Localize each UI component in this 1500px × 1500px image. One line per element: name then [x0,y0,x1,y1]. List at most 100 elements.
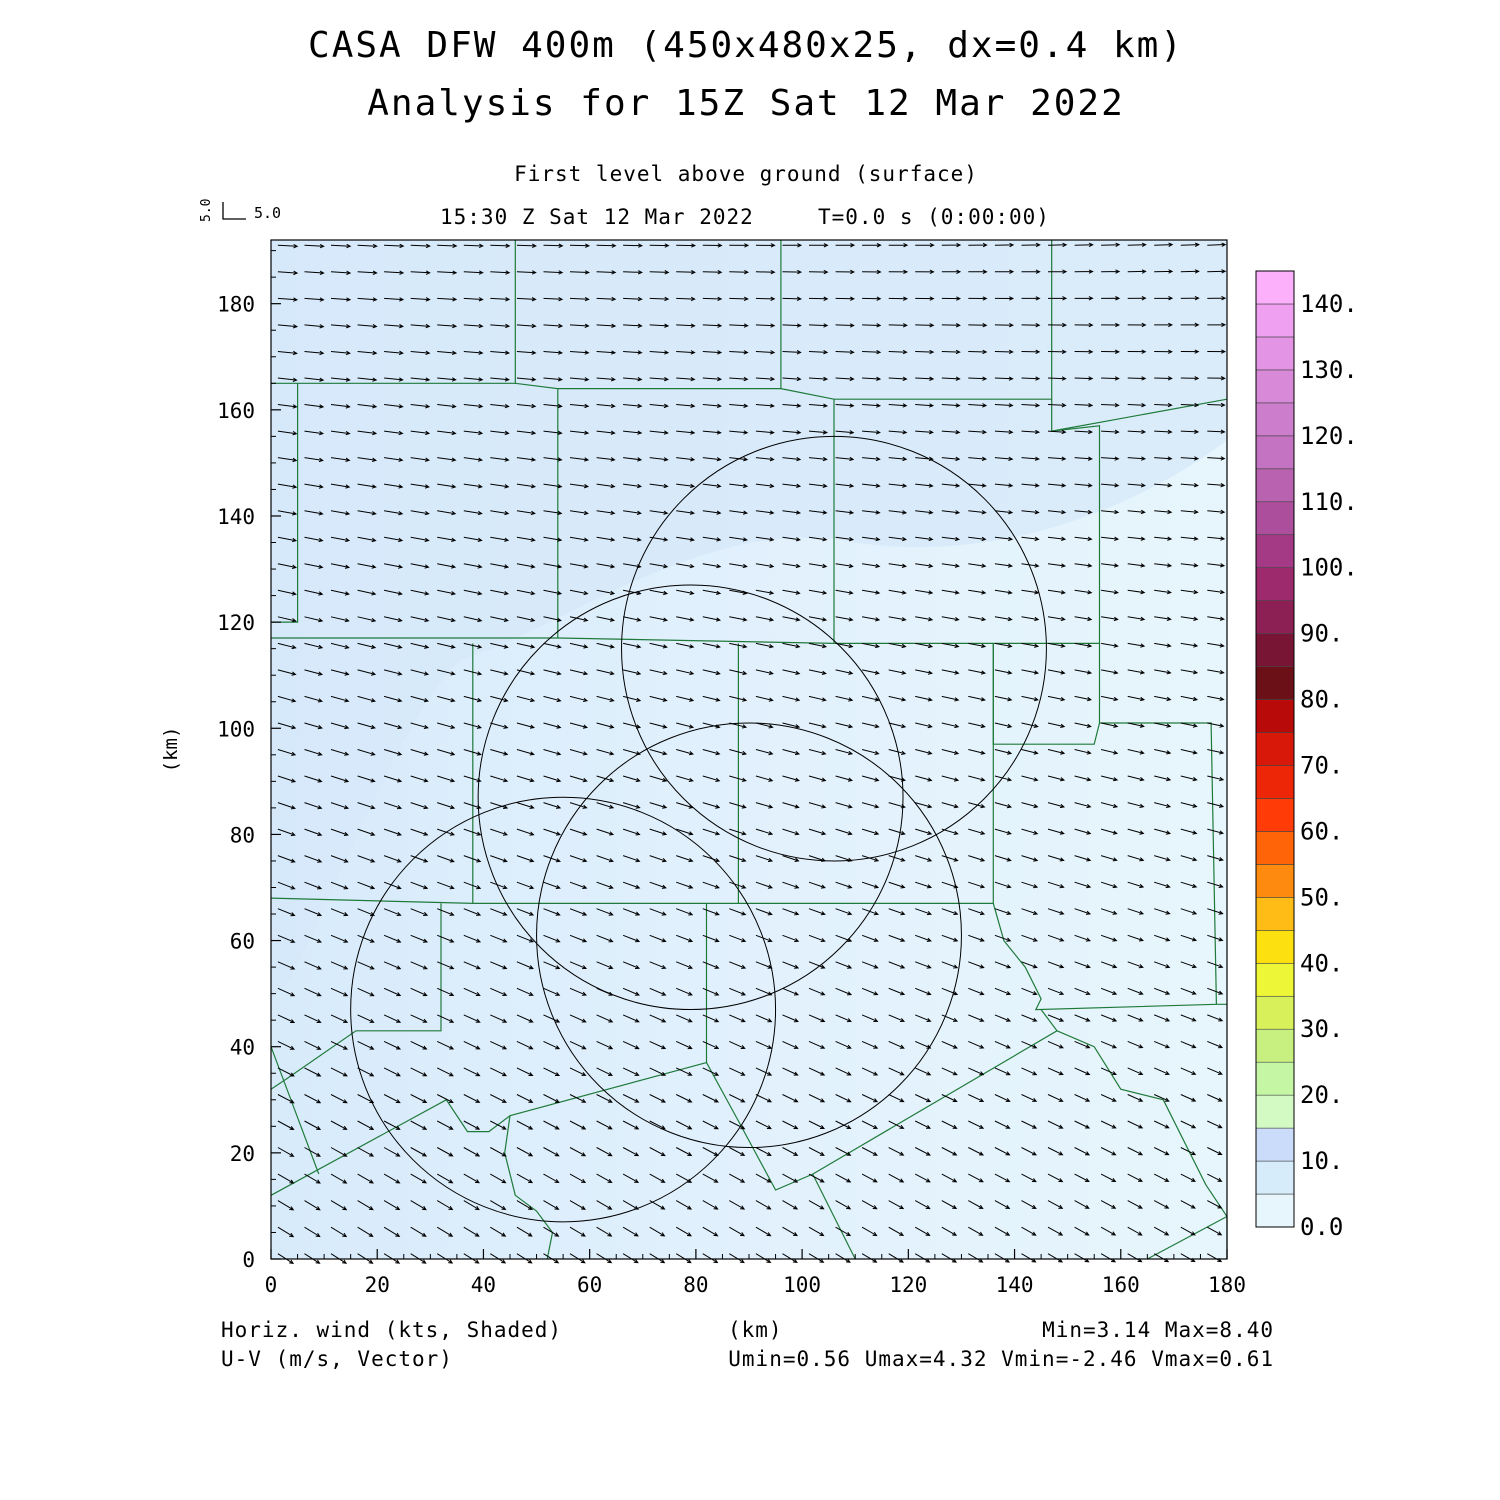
wind-vector [941,456,961,462]
wind-vector [1047,1040,1064,1049]
wind-vector [782,669,801,675]
wind-vector [702,855,721,863]
wind-vector [782,269,803,275]
wind-vector [861,1253,878,1263]
wind-vector [915,349,935,355]
wind-vector [490,350,511,355]
wind-vector [383,1147,401,1157]
wind-vector [1180,402,1200,408]
wind-vector [1100,828,1118,835]
wind-vector [1154,509,1173,515]
wind-vector [622,1067,640,1076]
wind-vector [357,802,376,810]
wind-vector [383,1067,401,1077]
wind-vector [968,695,986,702]
wind-vector [968,323,988,328]
wind-vector [1074,536,1093,541]
wind-vector [755,456,775,462]
wind-vector [1153,1147,1170,1156]
wind-vector [410,642,430,649]
wind-vector [357,934,375,943]
wind-vector [649,1147,666,1157]
wind-vector [835,510,855,515]
wind-vector [330,1147,348,1157]
wind-vector [861,722,880,729]
wind-vector [702,430,722,435]
wind-vector [676,563,695,569]
wind-vector [1180,695,1199,702]
wind-vector [888,1014,906,1022]
wind-vector [968,1120,985,1129]
wind-vector [357,775,376,783]
wind-vector [437,908,455,916]
wind-vector [596,642,615,649]
wind-vector [861,855,880,862]
wind-vector [1047,855,1065,862]
wind-vector [888,616,907,622]
wind-vector [729,1226,745,1237]
wind-vector [649,934,667,943]
wind-vector [410,563,430,569]
wind-vector [516,802,535,809]
wind-vector [1127,908,1145,915]
wind-vector [1047,987,1065,995]
wind-vector [782,376,802,382]
wind-vector [808,536,828,542]
wind-vector [569,749,588,756]
field-shading-band [271,240,1227,1000]
wind-vector [729,1173,746,1183]
wind-vector [1021,296,1041,301]
wind-vector [649,855,667,863]
wind-vector [835,1173,852,1183]
wind-vector [755,269,776,275]
wind-vector [543,536,563,542]
wind-vector [649,1226,666,1237]
wind-vector [516,961,534,970]
wind-vector [463,563,483,569]
wind-vector [1074,1226,1090,1236]
wind-vector [968,563,987,568]
wind-vector [623,510,642,515]
wind-vector [1207,749,1225,755]
wind-vector [277,775,297,783]
wind-vector [622,722,642,729]
colorbar-segment [1255,270,1295,305]
wind-vector [330,722,350,730]
wind-vector [861,1120,878,1129]
wind-vector [702,908,720,916]
vector-label: U-V (m/s, Vector) [221,1347,453,1371]
wind-vector [1207,563,1226,568]
wind-vector [1127,802,1145,808]
wind-vector [676,376,696,382]
wind-vector [676,695,695,702]
wind-vector [1074,403,1094,408]
wind-vector [702,749,721,756]
wind-vector [1207,536,1226,541]
wind-vector [569,987,587,996]
wind-vector [490,1253,507,1264]
x-tick-label: 40 [471,1273,496,1297]
wind-vector [1100,1120,1117,1129]
wind-vector [915,669,934,675]
wind-vector [623,403,643,409]
wind-vector [1074,828,1092,835]
wind-vector [1127,669,1146,675]
wind-vector [1127,828,1145,835]
wind-vector [596,296,617,302]
wind-vector [994,1200,1011,1209]
wind-vector [994,1253,1010,1263]
wind-vector [463,1040,481,1050]
wind-vector [835,828,853,836]
wind-vector [1154,749,1172,755]
wind-vector [1154,961,1171,969]
wind-vector [915,403,935,408]
wind-vector [649,270,670,275]
wind-vector [516,1253,533,1264]
wind-vector [888,828,906,836]
wind-vector [702,961,720,969]
wind-vector [676,350,696,355]
wind-vector [861,1226,878,1237]
wind-vector [941,1147,958,1156]
wind-vector [1074,802,1092,809]
